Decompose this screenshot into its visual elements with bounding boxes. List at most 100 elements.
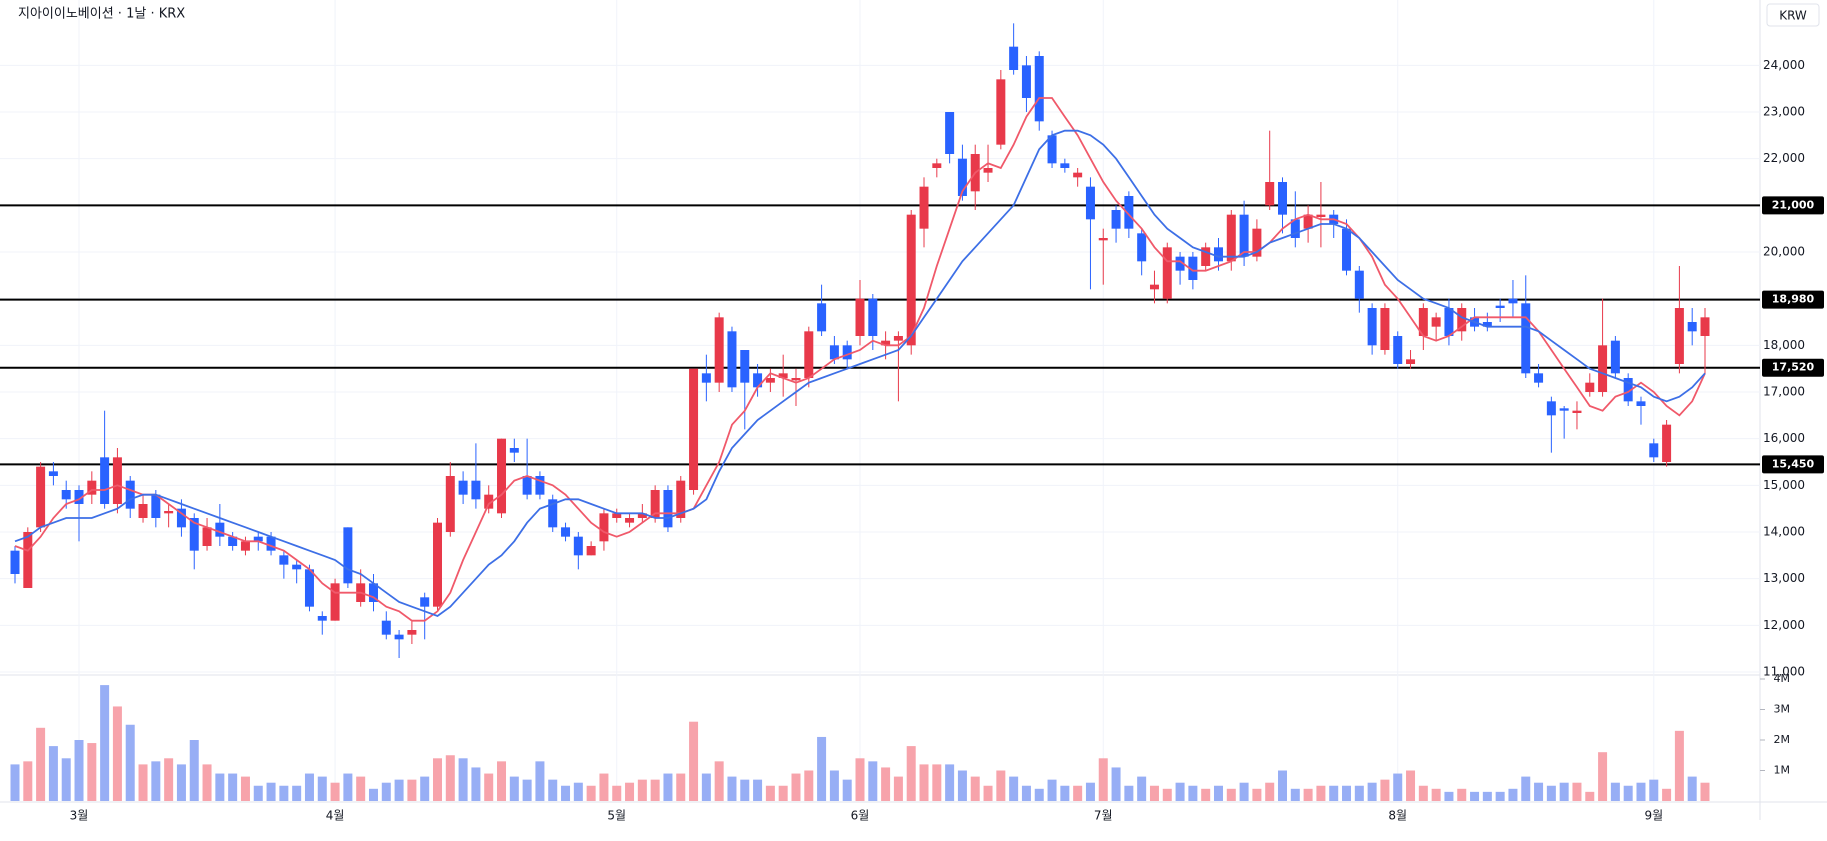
volume-bar <box>189 740 199 801</box>
volume-bar <box>676 773 686 801</box>
volume-bar <box>1367 782 1377 801</box>
volume-bar <box>522 779 532 801</box>
volume-bar <box>753 779 763 801</box>
candle-body <box>279 555 289 565</box>
volume-bar <box>1342 785 1352 801</box>
candle-body <box>1239 214 1249 257</box>
candle-body <box>1060 163 1070 168</box>
volume-bar <box>1457 788 1467 801</box>
candle-body <box>1534 373 1544 383</box>
candle-body <box>48 471 58 476</box>
x-tick-label: 7월 <box>1094 809 1113 823</box>
volume-bar <box>176 764 186 801</box>
y-tick-label: 18,000 <box>1763 338 1805 352</box>
volume-bar <box>458 758 468 801</box>
candle-body <box>1201 247 1211 266</box>
candle-body <box>778 373 788 378</box>
candle-body <box>1508 298 1518 304</box>
candle-body <box>855 298 865 336</box>
candle-body <box>740 350 750 383</box>
volume-bar <box>1662 788 1672 801</box>
candle-body <box>1188 256 1198 280</box>
volume-bar <box>701 773 711 801</box>
y-tick-label: 23,000 <box>1763 105 1805 119</box>
y-tick-label: 24,000 <box>1763 58 1805 72</box>
volume-bar <box>804 770 814 801</box>
volume-bar <box>1649 779 1659 801</box>
y-tick-label: 13,000 <box>1763 571 1805 585</box>
candle-body <box>1674 308 1684 364</box>
candle-body <box>1662 424 1672 462</box>
volume-bar <box>1047 779 1057 801</box>
y-tick-label: 15,000 <box>1763 478 1805 492</box>
y-tick-label: 11,000 <box>1763 665 1805 679</box>
volume-bar <box>1623 785 1633 801</box>
volume-bar <box>151 761 161 801</box>
candle-body <box>1354 270 1364 299</box>
candle-body <box>817 303 827 332</box>
volume-bar <box>689 721 699 801</box>
volume-bar <box>484 773 494 801</box>
volume-bar <box>1329 785 1339 801</box>
volume-bar <box>881 767 891 801</box>
moving-average-line <box>14 129 1706 618</box>
candle-body <box>650 490 660 518</box>
volume-bar <box>215 773 225 801</box>
candle-body <box>1636 401 1646 406</box>
candle-body <box>548 499 558 528</box>
volume-bar <box>855 758 865 801</box>
volume-bar <box>138 764 148 801</box>
candle-body <box>1700 317 1710 336</box>
x-tick-label: 3월 <box>70 809 89 823</box>
candle-body <box>1047 135 1057 164</box>
volume-bar <box>1124 785 1134 801</box>
candle-body <box>804 331 814 378</box>
candle-body <box>343 527 353 584</box>
volume-bar <box>1316 785 1326 801</box>
volume-bar <box>945 764 955 801</box>
volume-bar <box>471 767 481 801</box>
volume-bar <box>1610 782 1620 801</box>
candle-body <box>1226 214 1236 262</box>
candle-body <box>228 536 238 546</box>
volume-bar <box>74 740 84 801</box>
candle-body <box>1149 284 1159 290</box>
y-tick-label: 14,000 <box>1763 525 1805 539</box>
candle-body <box>138 504 148 518</box>
candle-body <box>266 536 276 551</box>
volume-bar <box>292 785 302 801</box>
candle-body <box>573 536 583 556</box>
x-tick-label: 8월 <box>1388 809 1407 823</box>
level-label-box <box>1762 455 1824 474</box>
candle-body <box>1073 172 1083 178</box>
candle-body <box>957 158 967 196</box>
candle-body <box>932 163 942 168</box>
volume-bar <box>1585 791 1595 801</box>
candle-body <box>471 480 481 500</box>
candle-body <box>445 476 455 532</box>
candle-body <box>484 494 494 509</box>
volume-bar <box>970 776 980 801</box>
candle-body <box>689 368 699 490</box>
candle-body <box>253 536 263 542</box>
candle-body <box>189 518 199 551</box>
candle-body <box>1495 305 1505 308</box>
volume-bar <box>394 779 404 801</box>
volume-bar <box>1278 770 1287 801</box>
candle-body <box>1342 228 1352 271</box>
candle-body <box>36 466 46 528</box>
volume-tick-label: 1M <box>1774 764 1791 777</box>
candle-body <box>1406 359 1416 364</box>
candle-body <box>1572 410 1582 413</box>
volume-bar <box>791 773 801 801</box>
volume-bar <box>868 761 878 801</box>
volume-bar <box>100 685 110 801</box>
candle-body <box>509 448 519 453</box>
level-label: 17,520 <box>1772 361 1815 374</box>
candle-body <box>753 373 763 388</box>
candle-body <box>1316 214 1326 217</box>
volume-bar <box>1495 791 1505 801</box>
candle-body <box>829 345 839 360</box>
